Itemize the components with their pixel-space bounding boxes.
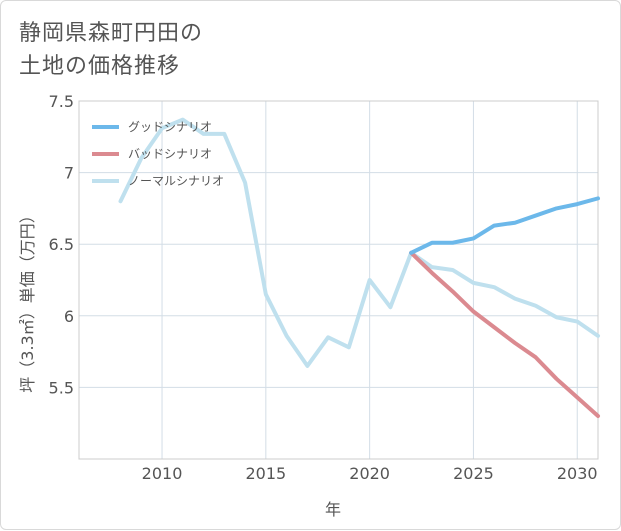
legend-label: バッドシナリオ: [128, 147, 212, 161]
series-line-normal: [118, 117, 600, 368]
series-layer: [118, 117, 600, 419]
y-axis-title: 坪（3.3㎡）単価（万円）: [18, 207, 37, 392]
grid-lines: [79, 100, 598, 459]
y-tick-label: 6: [64, 307, 74, 326]
y-tick-label: 5.5: [49, 378, 74, 397]
y-tick-label: 7.5: [49, 92, 74, 111]
x-tick-label: 2020: [349, 464, 390, 483]
series-line-good: [409, 196, 600, 255]
x-tick-label: 2025: [453, 464, 494, 483]
x-tick-label: 2010: [142, 464, 183, 483]
y-tick-label: 6.5: [49, 235, 74, 254]
chart-title-line1: 静岡県森町円田の: [19, 21, 204, 46]
x-axis-title: 年: [325, 500, 341, 519]
y-tick-label: 7: [64, 164, 74, 183]
legend-label: グッドシナリオ: [128, 120, 212, 134]
chart-title-line2: 土地の価格推移: [19, 54, 181, 79]
x-axis-ticks: 2010 2015 2020 2025 2030: [142, 464, 598, 483]
chart-title: 静岡県森町円田の 土地の価格推移: [19, 17, 203, 83]
y-axis-ticks: 5.5 6 6.5 7 7.5: [49, 92, 74, 397]
x-tick-label: 2015: [245, 464, 286, 483]
x-tick-label: 2030: [557, 464, 598, 483]
series-line-bad: [409, 250, 600, 419]
plot-area-border: [78, 100, 599, 460]
legend-label: ノーマルシナリオ: [128, 174, 224, 188]
